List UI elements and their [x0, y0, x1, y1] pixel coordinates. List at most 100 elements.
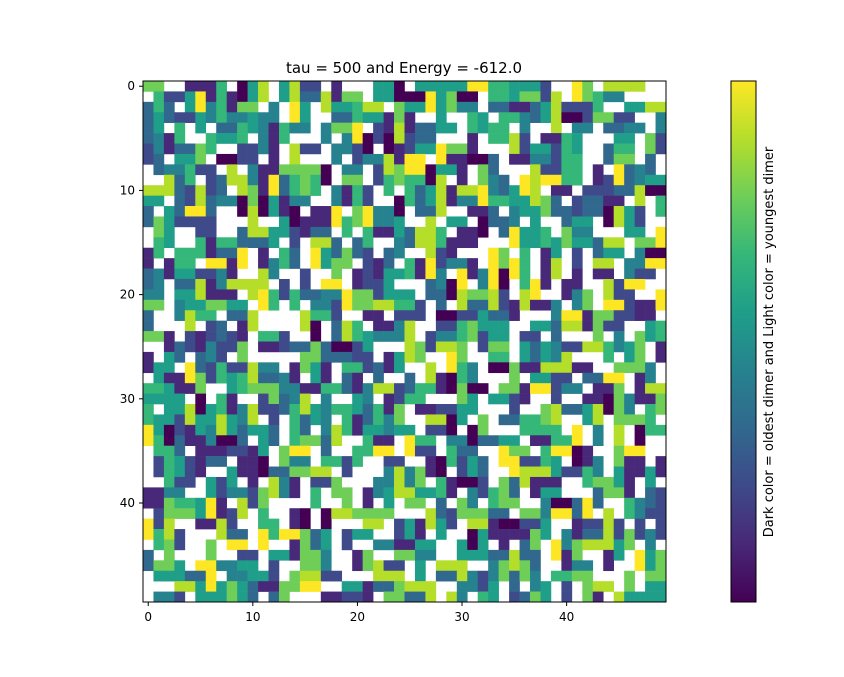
- heatmap-cell: [456, 320, 468, 332]
- heatmap-cell: [477, 174, 489, 186]
- heatmap-cell: [216, 351, 227, 363]
- heatmap-cell: [634, 310, 646, 321]
- heatmap-cell: [634, 393, 646, 405]
- heatmap-cell: [278, 133, 290, 144]
- heatmap-cell: [247, 112, 259, 123]
- heatmap-cell: [467, 101, 479, 113]
- heatmap-cell: [226, 237, 238, 249]
- heatmap-cell: [205, 164, 217, 176]
- heatmap-cell: [383, 153, 395, 165]
- heatmap-cell: [509, 549, 520, 561]
- heatmap-cell: [268, 226, 280, 238]
- heatmap-cell: [205, 435, 217, 446]
- heatmap-cell: [247, 456, 259, 467]
- heatmap-cell: [634, 247, 646, 259]
- heatmap-cell: [488, 101, 499, 113]
- heatmap-cell: [603, 206, 614, 217]
- heatmap-cell: [540, 101, 552, 113]
- heatmap-cell: [383, 164, 395, 176]
- heatmap-cell: [530, 362, 541, 374]
- heatmap-cell: [582, 195, 594, 207]
- heatmap-cell: [352, 320, 363, 332]
- heatmap-cell: [571, 133, 583, 144]
- heatmap-cell: [519, 424, 531, 436]
- heatmap-cell: [174, 112, 186, 123]
- heatmap-cell: [414, 445, 426, 457]
- heatmap-cell: [216, 404, 227, 415]
- heatmap-cell: [216, 393, 227, 405]
- heatmap-cell: [477, 476, 489, 488]
- heatmap-cell: [582, 560, 594, 572]
- heatmap-cell: [435, 487, 447, 499]
- heatmap-cell: [237, 351, 248, 363]
- heatmap-cell: [373, 508, 384, 519]
- heatmap-cell: [425, 424, 437, 436]
- heatmap-cell: [655, 247, 667, 259]
- heatmap-cell: [540, 456, 552, 467]
- heatmap-cell: [498, 278, 510, 290]
- heatmap-cell: [477, 435, 489, 446]
- heatmap-cell: [362, 529, 374, 540]
- heatmap-cell: [498, 258, 510, 269]
- heatmap-cell: [143, 549, 154, 561]
- heatmap-cell: [655, 226, 667, 238]
- heatmap-cell: [226, 570, 238, 582]
- heatmap-cell: [331, 299, 343, 311]
- heatmap-cell: [634, 362, 646, 374]
- heatmap-cell: [404, 549, 416, 561]
- heatmap-cell: [645, 539, 656, 551]
- heatmap-cell: [163, 237, 175, 249]
- heatmap-cell: [195, 112, 207, 123]
- heatmap-cell: [571, 560, 583, 572]
- heatmap-cell: [540, 508, 552, 519]
- heatmap-cell: [362, 393, 374, 405]
- heatmap-cell: [299, 226, 311, 238]
- heatmap-cell: [195, 560, 207, 572]
- heatmap-cell: [299, 185, 311, 196]
- heatmap-cell: [624, 153, 635, 165]
- heatmap-cell: [561, 237, 573, 249]
- heatmap-cell: [205, 362, 217, 374]
- heatmap-cell: [592, 518, 604, 530]
- heatmap-cell: [268, 581, 280, 592]
- heatmap-cell: [163, 206, 175, 217]
- heatmap-cell: [550, 414, 562, 426]
- heatmap-cell: [582, 237, 594, 249]
- heatmap-cell: [613, 383, 625, 394]
- heatmap-cell: [278, 487, 290, 499]
- heatmap-cell: [258, 518, 269, 530]
- heatmap-cell: [561, 435, 573, 446]
- heatmap-cell: [278, 393, 290, 405]
- heatmap-cell: [237, 560, 248, 572]
- heatmap-cell: [509, 466, 520, 478]
- heatmap-cell: [435, 383, 447, 394]
- heatmap-cell: [299, 362, 311, 374]
- heatmap-cell: [530, 112, 541, 123]
- heatmap-cell: [613, 174, 625, 186]
- heatmap-cell: [467, 508, 479, 519]
- heatmap-cell: [582, 581, 594, 592]
- heatmap-cell: [592, 247, 604, 259]
- heatmap-cell: [163, 362, 175, 374]
- heatmap-cell: [561, 320, 573, 332]
- heatmap-cell: [352, 299, 363, 311]
- heatmap-cell: [456, 268, 468, 280]
- heatmap-cell: [634, 529, 646, 540]
- heatmap-cell: [603, 195, 614, 207]
- heatmap-cell: [540, 445, 552, 457]
- heatmap-cell: [550, 570, 562, 582]
- heatmap-cell: [394, 529, 405, 540]
- heatmap-cell: [163, 372, 175, 384]
- heatmap-cell: [289, 581, 301, 592]
- heatmap-cell: [509, 206, 520, 217]
- heatmap-cell: [645, 268, 656, 280]
- heatmap-cell: [373, 299, 384, 311]
- heatmap-cell: [446, 101, 458, 113]
- heatmap-cell: [509, 258, 520, 269]
- heatmap-cell: [226, 591, 238, 603]
- heatmap-cell: [550, 466, 562, 478]
- heatmap-cell: [352, 393, 363, 405]
- heatmap-cell: [341, 226, 353, 238]
- heatmap-cell: [613, 445, 625, 457]
- heatmap-cell: [603, 487, 614, 499]
